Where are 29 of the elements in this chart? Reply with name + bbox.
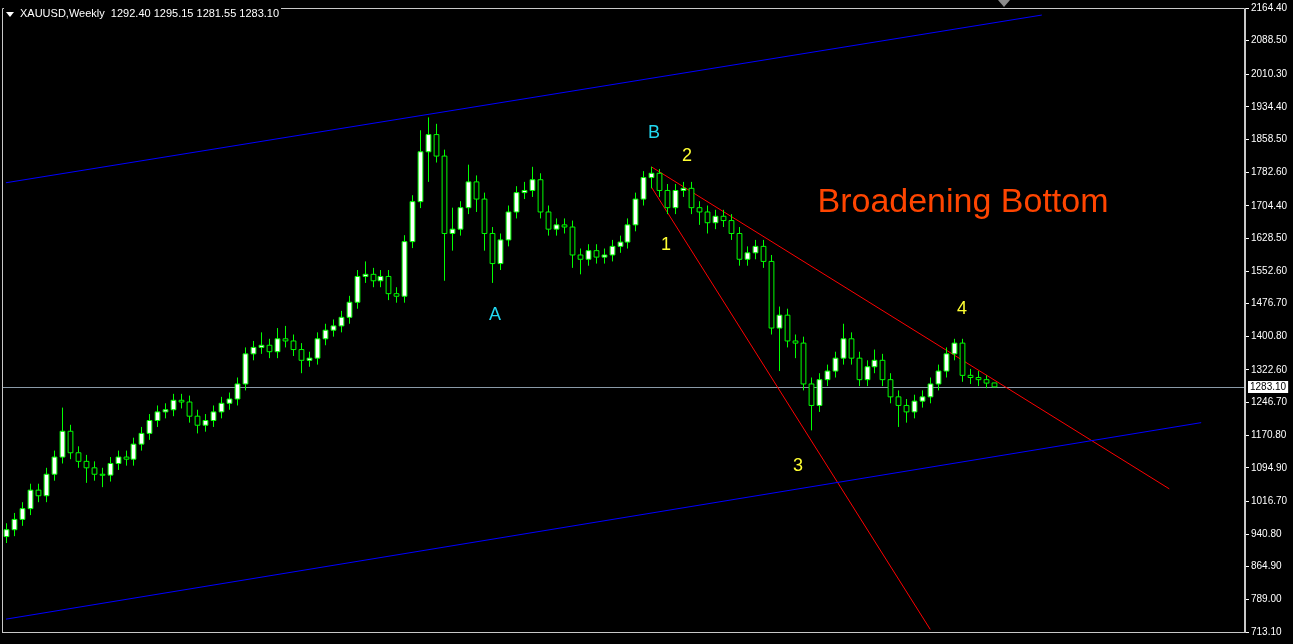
y-tick-label: 2164.40 [1251,1,1288,13]
y-tick-label: 1170.80 [1251,428,1287,440]
y-tick-label: 1094.90 [1251,461,1288,473]
y-tick-label: 1704.40 [1251,199,1288,211]
y-tick-label: 864.90 [1251,560,1283,572]
y-tick-label: 1476.70 [1251,297,1288,309]
annotation: 2 [681,144,693,165]
y-tick-label: 789.00 [1251,593,1283,605]
y-tick-label: 713.10 [1251,625,1283,637]
y-tick-label: 940.80 [1251,527,1283,539]
annotation: 1 [660,233,672,254]
annotation: B [647,121,661,142]
y-tick-label: 2088.50 [1251,34,1288,46]
y-tick-label: 1552.60 [1251,264,1288,276]
annotation: 3 [792,454,804,475]
y-tick-label: 1782.60 [1251,165,1288,177]
y-tick-label: 1322.60 [1251,363,1288,375]
annotation: Broadening Bottom [817,181,1109,220]
y-tick-label: 1934.40 [1251,100,1288,112]
chart-title: XAUUSD,Weekly 1292.40 1295.15 1281.55 1283.10 [20,7,280,19]
y-tick-label: 1628.50 [1251,232,1288,244]
ref-line-label: 1283.10 [1250,380,1287,392]
y-tick-label: 1858.50 [1251,133,1288,145]
y-tick-label: 2010.30 [1251,68,1288,80]
annotation: A [488,303,502,324]
annotation: 4 [956,297,968,318]
y-tick-label: 1016.70 [1251,495,1288,507]
y-tick-label: 1246.70 [1251,396,1288,408]
y-tick-label: 1400.80 [1251,330,1288,342]
